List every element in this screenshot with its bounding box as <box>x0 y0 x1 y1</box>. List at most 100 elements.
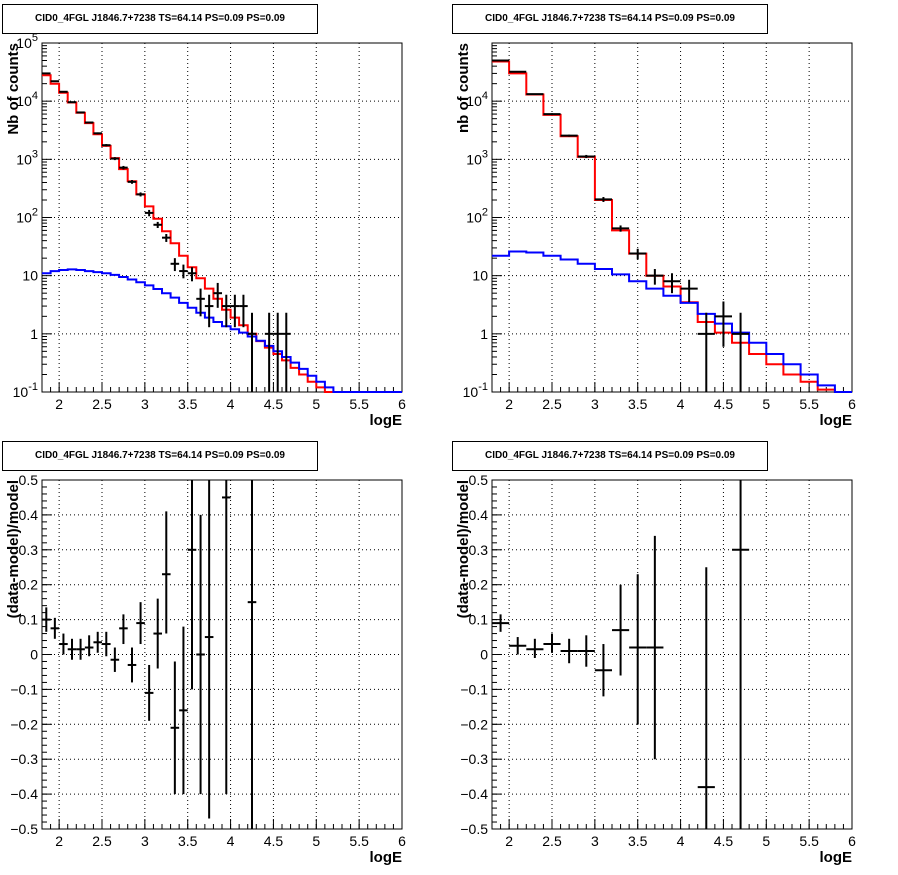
data-point <box>170 661 180 795</box>
data-point <box>492 59 510 62</box>
data-point <box>646 269 664 285</box>
panel-1-title: CID0_4FGL J1846.7+7238 TS=64.14 PS=0.09 … <box>2 4 318 34</box>
x-tick-label: 6 <box>848 833 856 849</box>
data-point <box>594 197 612 202</box>
y-tick-label: 0.1 <box>19 612 39 628</box>
y-tick-label: 1 <box>30 326 38 342</box>
x-tick-label: 4 <box>677 833 685 849</box>
x-tick-label: 4.5 <box>264 833 284 849</box>
data-point <box>110 157 120 161</box>
y-axis-label: nb of counts <box>455 43 472 133</box>
data-point <box>42 607 51 632</box>
x-tick-label: 2.5 <box>542 833 562 849</box>
y-tick-label: 0.1 <box>469 612 489 628</box>
data-point <box>732 480 750 829</box>
x-tick-label: 3.5 <box>178 396 198 412</box>
data-point <box>526 93 544 96</box>
x-tick-label: 3 <box>591 833 599 849</box>
x-tick-label: 4 <box>677 396 685 412</box>
y-tick-label: 0.2 <box>469 577 489 593</box>
data-point <box>162 511 171 634</box>
data-point <box>67 638 77 660</box>
y-axis-label: (data-model)/model <box>455 480 472 618</box>
y-axis-label: (data-model)/model <box>5 480 22 618</box>
y-tick-label: 10 <box>472 268 488 284</box>
data-point <box>697 312 715 392</box>
data-point <box>170 258 180 272</box>
data-point <box>204 480 214 819</box>
x-tick-label: 2.5 <box>542 396 562 412</box>
y-tick-label: 0.3 <box>469 542 489 558</box>
panel-2-title: CID0_4FGL J1846.7+7238 TS=64.14 PS=0.09 … <box>452 4 768 34</box>
x-tick-label: 4.5 <box>714 396 734 412</box>
data-point <box>179 264 188 279</box>
data-point <box>84 121 94 124</box>
x-tick-label: 5 <box>312 833 320 849</box>
data-point <box>59 633 68 655</box>
y-tick-label: 102 <box>466 207 488 226</box>
x-tick-label: 2.5 <box>92 833 112 849</box>
data-point <box>492 614 510 632</box>
data-point <box>509 637 527 655</box>
data-point <box>153 598 162 669</box>
x-tick-label: 2.5 <box>92 396 112 412</box>
data-point <box>144 664 154 721</box>
data-point <box>102 144 111 147</box>
data-point <box>76 638 85 660</box>
data-point <box>680 279 698 303</box>
data-point <box>646 535 664 760</box>
x-tick-label: 5.5 <box>799 396 819 412</box>
y-tick-label: 104 <box>16 90 38 109</box>
y-tick-label: −0.2 <box>10 716 38 732</box>
data-point <box>612 225 630 232</box>
y-tick-label: 0.4 <box>469 507 489 523</box>
panel-4-title: CID0_4FGL J1846.7+7238 TS=64.14 PS=0.09 … <box>452 441 768 471</box>
data-point <box>230 294 240 328</box>
data-point <box>93 132 102 135</box>
data-point <box>162 234 171 242</box>
y-tick-label: 104 <box>466 90 488 109</box>
y-tick-label: 10 <box>22 268 38 284</box>
x-tick-label: 2 <box>505 396 513 412</box>
x-tick-label: 5.5 <box>349 833 369 849</box>
data-point <box>543 113 561 116</box>
data-point <box>196 288 205 317</box>
data-point <box>136 192 145 197</box>
x-tick-label: 3 <box>591 396 599 412</box>
data-point <box>247 480 257 829</box>
x-axis-label: logE <box>370 849 403 866</box>
data-point <box>76 111 85 114</box>
x-tick-label: 6 <box>398 833 406 849</box>
data-point <box>560 134 578 137</box>
data-point <box>577 635 595 667</box>
model-histogram-2 <box>42 268 402 393</box>
x-tick-label: 4 <box>227 396 235 412</box>
data-point <box>526 638 544 658</box>
data-point <box>59 90 68 93</box>
data-point <box>560 638 578 664</box>
x-tick-label: 2 <box>505 833 513 849</box>
data-point <box>594 644 612 697</box>
y-tick-label: 103 <box>466 148 488 167</box>
y-tick-label: −0.5 <box>460 821 488 837</box>
data-point <box>629 248 647 260</box>
data-point <box>273 312 282 392</box>
y-tick-label: −0.5 <box>10 821 38 837</box>
y-tick-label: −0.3 <box>460 751 488 767</box>
data-point <box>577 154 595 159</box>
data-point <box>222 480 231 795</box>
data-point <box>732 312 750 392</box>
data-point <box>264 312 274 392</box>
data-point <box>612 584 630 676</box>
data-point <box>93 631 102 653</box>
x-axis-label: logE <box>820 412 853 429</box>
x-tick-label: 2 <box>55 833 63 849</box>
data-point <box>42 72 51 75</box>
y-tick-label: 0.5 <box>19 472 39 488</box>
y-tick-label: 0 <box>480 647 488 663</box>
data-point <box>127 180 137 184</box>
x-tick-label: 4.5 <box>714 833 734 849</box>
